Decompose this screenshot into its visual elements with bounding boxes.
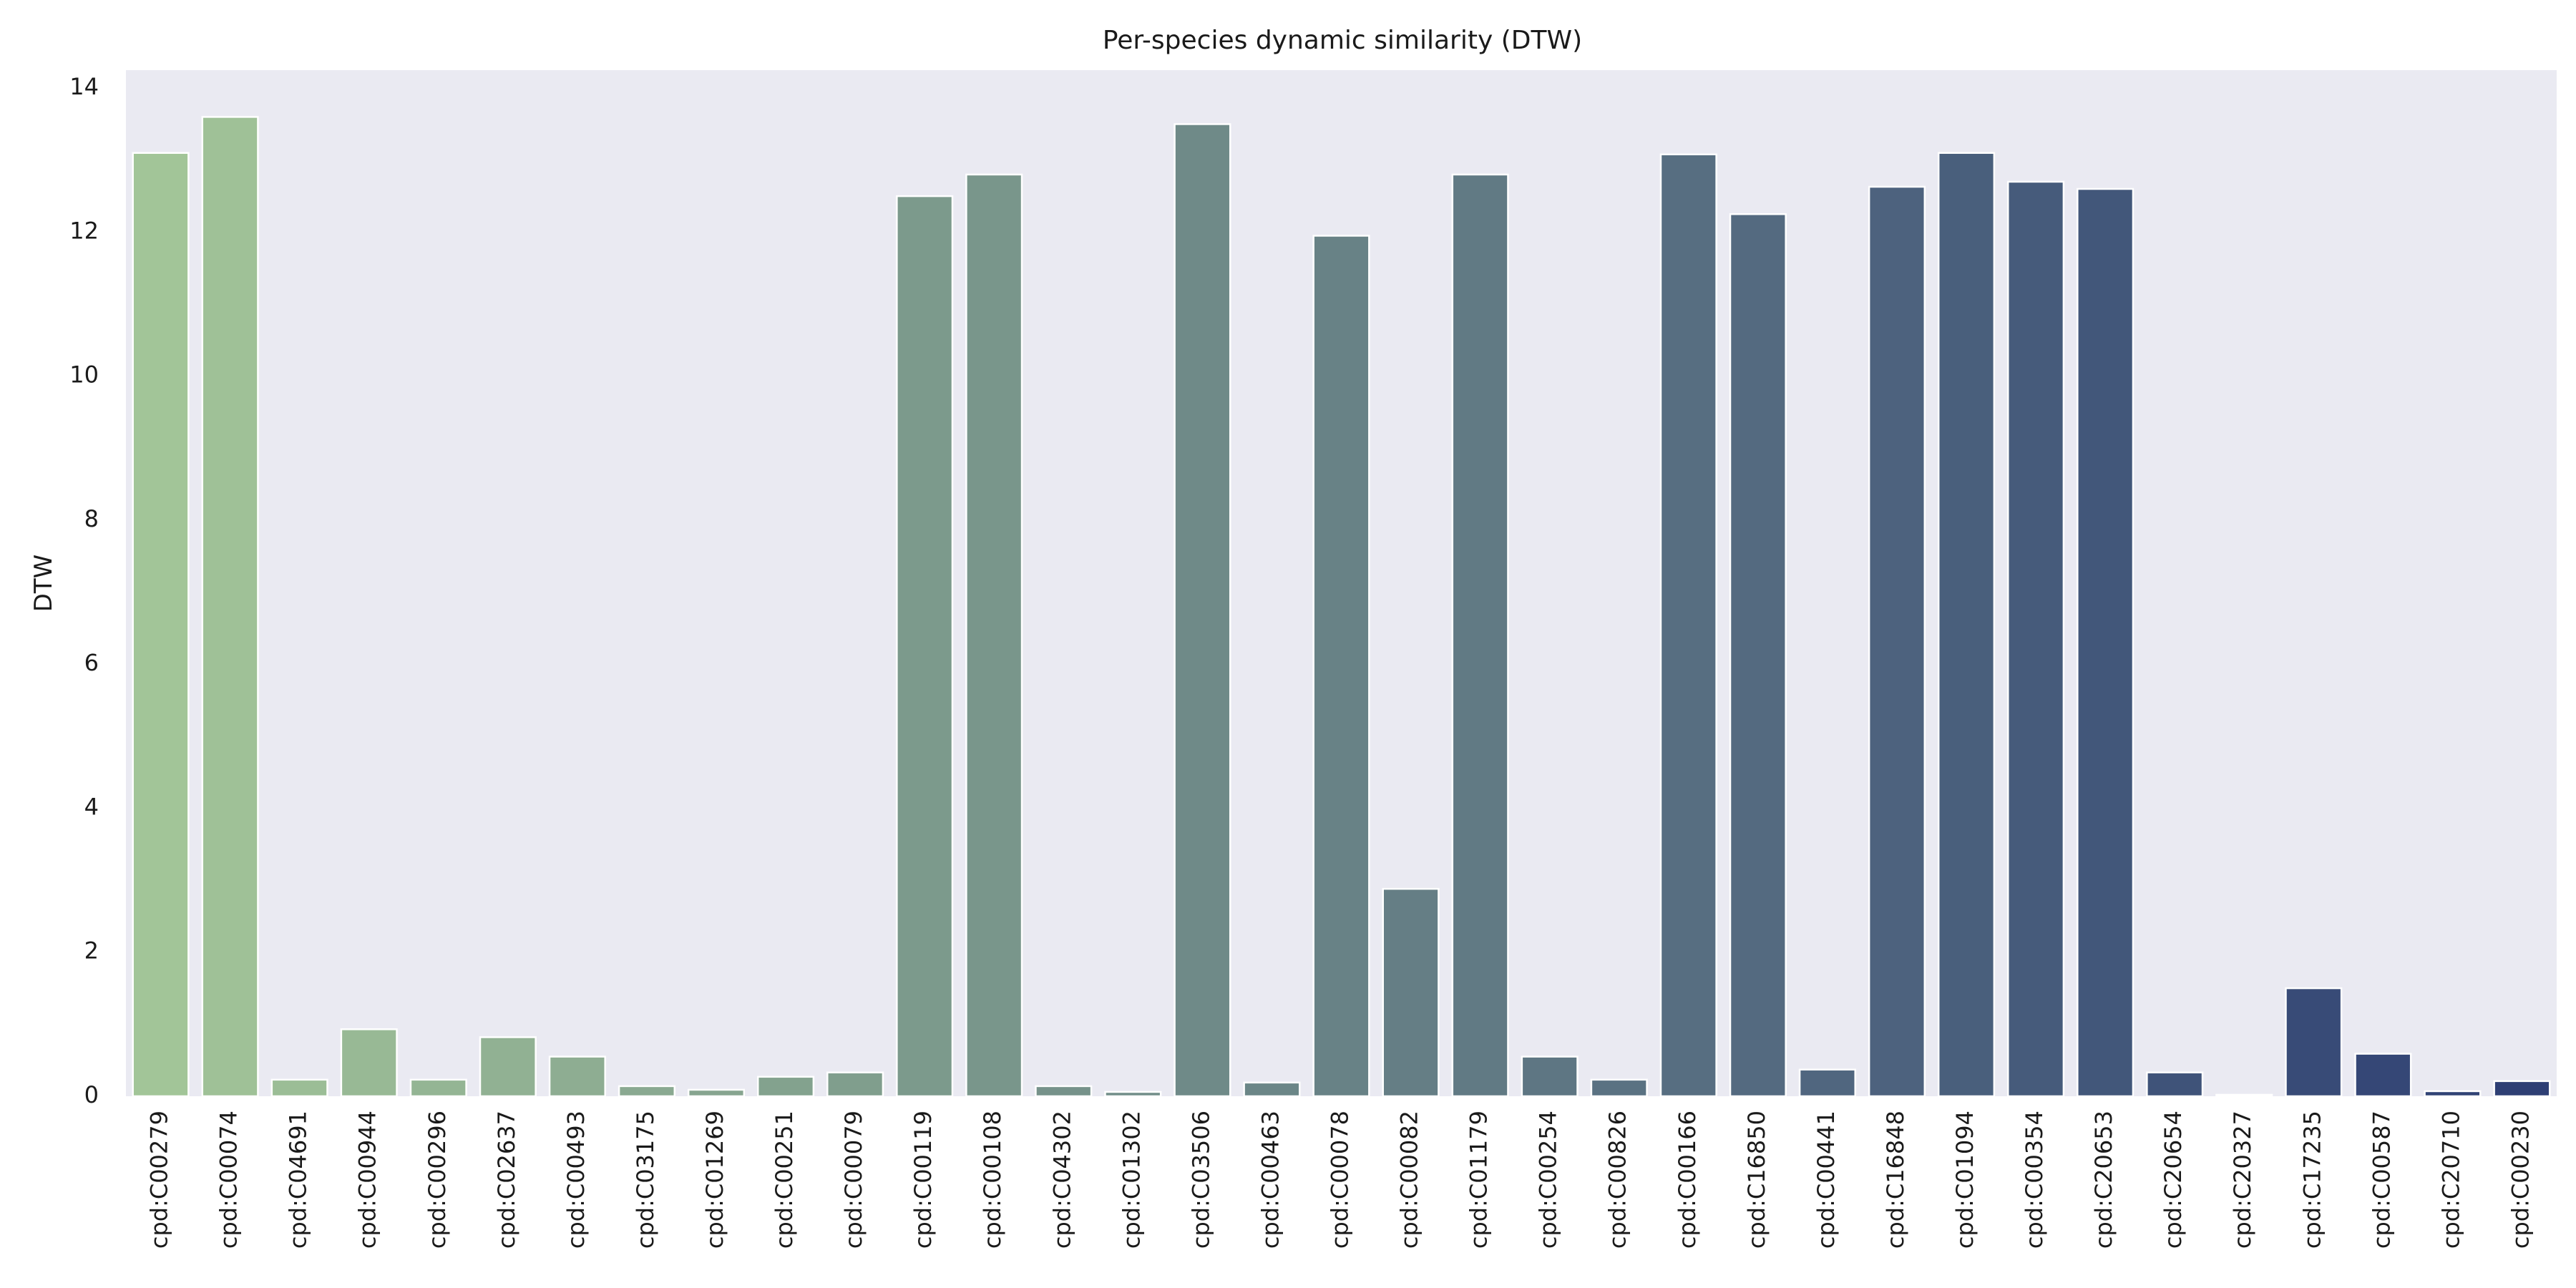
bar-cpd-c00166	[1659, 153, 1717, 1098]
chart-title: Per-species dynamic similarity (DTW)	[1103, 26, 1582, 55]
x-tick-label: cpd:C03506	[1187, 1111, 1214, 1249]
bar-cpd-c00119	[896, 195, 954, 1098]
x-tick-label: cpd:C00230	[2507, 1111, 2534, 1249]
bar-cpd-c20327	[2215, 1093, 2273, 1098]
bar-cpd-c04302	[1035, 1085, 1093, 1098]
y-axis-label: DTW	[29, 555, 58, 613]
bar-cpd-c16848	[1868, 185, 1926, 1098]
x-tick-label: cpd:C02637	[493, 1111, 520, 1249]
x-tick-label: cpd:C00078	[1327, 1111, 1354, 1249]
bar-cpd-c02637	[479, 1036, 537, 1098]
bar-cpd-c03175	[618, 1085, 676, 1098]
x-tick-label: cpd:C00463	[1257, 1111, 1284, 1249]
bar-cpd-c00078	[1312, 235, 1370, 1098]
x-tick-label: cpd:C01094	[1951, 1111, 1979, 1249]
bar-cpd-c01269	[687, 1088, 746, 1098]
bar-cpd-c00108	[965, 173, 1023, 1098]
x-tick-label: cpd:C04691	[285, 1111, 312, 1249]
bar-cpd-c00296	[409, 1078, 467, 1098]
x-tick-label: cpd:C00166	[1674, 1111, 1701, 1249]
bar-cpd-c00587	[2354, 1053, 2412, 1098]
x-tick-label: cpd:C00079	[840, 1111, 867, 1249]
bar-cpd-c04691	[270, 1078, 328, 1098]
bar-cpd-c01094	[1937, 152, 1996, 1098]
x-tick-label: cpd:C00279	[146, 1111, 173, 1249]
bar-cpd-c00441	[1798, 1068, 1856, 1098]
x-tick-label: cpd:C00074	[215, 1111, 243, 1249]
y-tick-label: 12	[69, 217, 99, 244]
bar-cpd-c01179	[1451, 173, 1509, 1098]
bars-group	[132, 116, 2551, 1098]
bar-cpd-c16850	[1729, 213, 1787, 1098]
x-axis-ticks: cpd:C00279 cpd:C00074 cpd:C04691 cpd:C00944…	[146, 1111, 2534, 1249]
bar-cpd-c00254	[1521, 1055, 1579, 1098]
bar-cpd-c17235	[2285, 987, 2343, 1098]
x-tick-label: cpd:C04302	[1048, 1111, 1075, 1249]
bar-cpd-c00074	[201, 116, 259, 1098]
bar-cpd-c03506	[1174, 123, 1231, 1098]
bar-cpd-c01302	[1104, 1091, 1162, 1098]
bar-cpd-c00493	[548, 1055, 606, 1098]
x-tick-label: cpd:C00587	[2368, 1111, 2395, 1249]
x-tick-label: cpd:C00082	[1396, 1111, 1423, 1249]
x-tick-label: cpd:C01269	[701, 1111, 728, 1249]
x-tick-label: cpd:C00441	[1813, 1111, 1840, 1249]
bar-cpd-c20710	[2424, 1090, 2482, 1098]
bar-cpd-c00251	[756, 1075, 815, 1098]
y-tick-label: 14	[69, 73, 99, 100]
x-tick-label: cpd:C00354	[2021, 1111, 2048, 1249]
x-tick-label: cpd:C17235	[2298, 1111, 2326, 1249]
bar-cpd-c00354	[2006, 180, 2065, 1098]
x-tick-label: cpd:C01179	[1465, 1111, 1493, 1249]
x-tick-label: cpd:C00254	[1535, 1111, 1562, 1249]
y-tick-label: 2	[84, 937, 99, 965]
x-tick-label: cpd:C01302	[1118, 1111, 1145, 1249]
bar-cpd-c00079	[826, 1071, 884, 1098]
bar-cpd-c20653	[2077, 187, 2135, 1098]
x-tick-label: cpd:C00826	[1604, 1111, 1631, 1249]
x-tick-label: cpd:C20654	[2160, 1111, 2187, 1249]
x-tick-label: cpd:C00108	[979, 1111, 1006, 1249]
y-tick-label: 8	[84, 505, 99, 532]
bar-cpd-c00944	[340, 1028, 398, 1098]
bar-cpd-c00279	[132, 152, 190, 1098]
x-tick-label: cpd:C00251	[771, 1111, 798, 1249]
bar-cpd-c00463	[1243, 1081, 1301, 1098]
x-tick-label: cpd:C20327	[2229, 1111, 2256, 1249]
x-tick-label: cpd:C16850	[1743, 1111, 1770, 1249]
bar-cpd-c20654	[2146, 1071, 2204, 1098]
x-tick-label: cpd:C00944	[354, 1111, 381, 1249]
x-tick-label: cpd:C20653	[2090, 1111, 2117, 1249]
x-tick-label: cpd:C00296	[424, 1111, 451, 1249]
bar-cpd-c00230	[2493, 1080, 2551, 1098]
bar-cpd-c00082	[1382, 887, 1440, 1098]
y-axis-ticks: 0 2 4 6 8 10 12 14	[69, 73, 99, 1108]
x-tick-label: cpd:C03175	[632, 1111, 659, 1249]
bar-cpd-c00826	[1590, 1078, 1648, 1098]
y-tick-label: 6	[84, 649, 99, 676]
x-tick-label: cpd:C20710	[2437, 1111, 2464, 1249]
x-tick-label: cpd:C16848	[1882, 1111, 1909, 1249]
x-tick-label: cpd:C00119	[909, 1111, 937, 1249]
x-tick-label: cpd:C00493	[562, 1111, 590, 1249]
y-tick-label: 10	[69, 361, 99, 389]
y-tick-label: 0	[84, 1081, 99, 1108]
y-tick-label: 4	[84, 793, 99, 820]
